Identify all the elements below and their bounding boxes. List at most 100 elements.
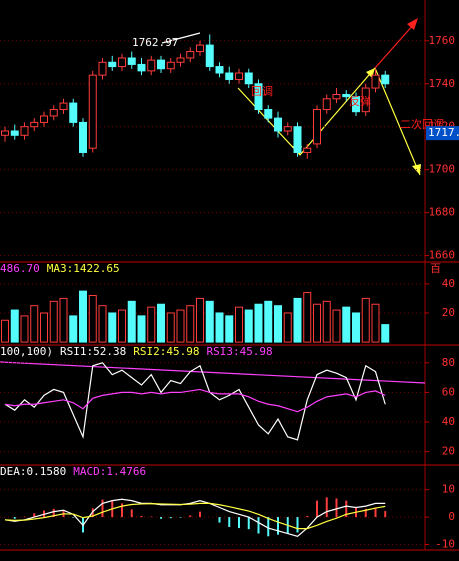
volume-bar bbox=[196, 297, 204, 343]
candle-body bbox=[332, 93, 341, 100]
y-tick-label: 40 bbox=[442, 277, 455, 290]
candle-body bbox=[127, 57, 136, 65]
candle-body bbox=[264, 109, 273, 119]
candle-body bbox=[40, 115, 48, 123]
y-tick-label: 80 bbox=[442, 356, 455, 369]
volume-bar bbox=[30, 305, 39, 343]
candle-body bbox=[1, 130, 9, 136]
volume-bar bbox=[69, 315, 78, 343]
y-tick-label: -10 bbox=[435, 538, 455, 551]
volume-bar bbox=[40, 312, 48, 343]
volume-bar bbox=[235, 306, 243, 343]
unit-label: 百 bbox=[430, 262, 441, 275]
last-price-label: 1717. bbox=[428, 126, 459, 139]
volume-bar bbox=[79, 290, 87, 343]
y-tick-label: 1660 bbox=[429, 249, 456, 262]
candle-body bbox=[30, 121, 39, 128]
volume-bar bbox=[313, 303, 321, 343]
volume-bar bbox=[157, 303, 165, 343]
volume-bar bbox=[98, 305, 107, 343]
volume-bar bbox=[303, 292, 312, 343]
y-tick-label: 10 bbox=[442, 483, 455, 496]
y-tick-label: 1740 bbox=[429, 77, 456, 90]
volume-bar bbox=[20, 315, 29, 343]
indicator-line bbox=[4, 502, 386, 530]
candle-body bbox=[225, 72, 234, 80]
volume-bar bbox=[49, 300, 58, 343]
last-price-box bbox=[426, 126, 459, 141]
trend-line bbox=[237, 66, 421, 176]
annotation: 反弹 bbox=[349, 94, 371, 108]
volume-bar bbox=[127, 300, 136, 343]
candle-body bbox=[59, 102, 68, 111]
candle-body bbox=[205, 44, 214, 68]
volume-bar bbox=[59, 297, 68, 343]
y-tick-label: 60 bbox=[442, 385, 455, 398]
panel-header: MA3:1422.65 bbox=[47, 262, 120, 275]
candle-body bbox=[79, 121, 87, 153]
panel-header: RSI1:52.38 bbox=[60, 345, 126, 358]
volume-bar bbox=[342, 306, 351, 343]
volume-bar bbox=[118, 309, 126, 343]
volume-bar bbox=[1, 319, 9, 343]
candle-body bbox=[147, 59, 156, 72]
rsi-trend-line bbox=[0, 361, 426, 384]
candle-body bbox=[361, 87, 370, 113]
volume-bar bbox=[254, 303, 263, 343]
candle-body bbox=[69, 102, 78, 123]
candle-body bbox=[10, 130, 19, 136]
volume-bar bbox=[137, 315, 146, 343]
candle-body bbox=[98, 61, 107, 76]
candle-body bbox=[157, 59, 165, 70]
y-tick-label: 40 bbox=[442, 415, 455, 428]
candle-body bbox=[352, 96, 360, 113]
candle-body bbox=[196, 44, 204, 53]
volume-bar bbox=[361, 297, 370, 343]
candle-body bbox=[283, 126, 292, 132]
candle-body bbox=[186, 51, 195, 59]
candle-body bbox=[235, 72, 243, 80]
panel-header: MACD:1.4766 bbox=[73, 465, 146, 478]
candle-body bbox=[215, 66, 224, 74]
arrow-head bbox=[407, 18, 418, 30]
panel-header: RSI3:45.98 bbox=[206, 345, 272, 358]
volume-bar bbox=[186, 305, 195, 343]
y-tick-label: 20 bbox=[442, 445, 455, 458]
candle-body bbox=[137, 63, 146, 72]
candle-body bbox=[254, 83, 263, 111]
volume-bar bbox=[332, 309, 341, 343]
candle-body bbox=[20, 126, 29, 136]
candle-body bbox=[322, 98, 331, 111]
pointer-line bbox=[161, 32, 201, 44]
y-tick-label: 1760 bbox=[429, 34, 456, 47]
y-tick-label: 1700 bbox=[429, 163, 456, 176]
candle-body bbox=[244, 72, 253, 85]
volume-bar bbox=[108, 312, 117, 343]
candle-body bbox=[342, 93, 351, 98]
volume-bar bbox=[225, 315, 234, 343]
volume-bar bbox=[352, 312, 360, 343]
panel-header: DEA:0.1580 bbox=[0, 465, 66, 478]
indicator-line bbox=[4, 362, 386, 441]
indicator-line bbox=[4, 388, 386, 413]
candle-body bbox=[166, 61, 175, 70]
trend-line bbox=[374, 23, 415, 69]
volume-bar bbox=[322, 300, 331, 343]
volume-bar bbox=[293, 297, 302, 343]
volume-bar bbox=[176, 309, 185, 343]
volume-bar bbox=[283, 312, 292, 343]
candle-body bbox=[274, 117, 282, 132]
candle-body bbox=[176, 57, 185, 63]
volume-bar bbox=[215, 312, 224, 343]
candle-body bbox=[293, 126, 302, 153]
indicator-line bbox=[4, 498, 386, 537]
candle-body bbox=[313, 109, 321, 145]
annotation: 回调 bbox=[251, 85, 273, 98]
candle-body bbox=[381, 74, 390, 85]
volume-bar bbox=[371, 303, 380, 343]
volume-bar bbox=[274, 305, 282, 343]
volume-bar bbox=[244, 309, 253, 343]
volume-bar bbox=[147, 306, 156, 343]
volume-bar bbox=[264, 300, 273, 343]
